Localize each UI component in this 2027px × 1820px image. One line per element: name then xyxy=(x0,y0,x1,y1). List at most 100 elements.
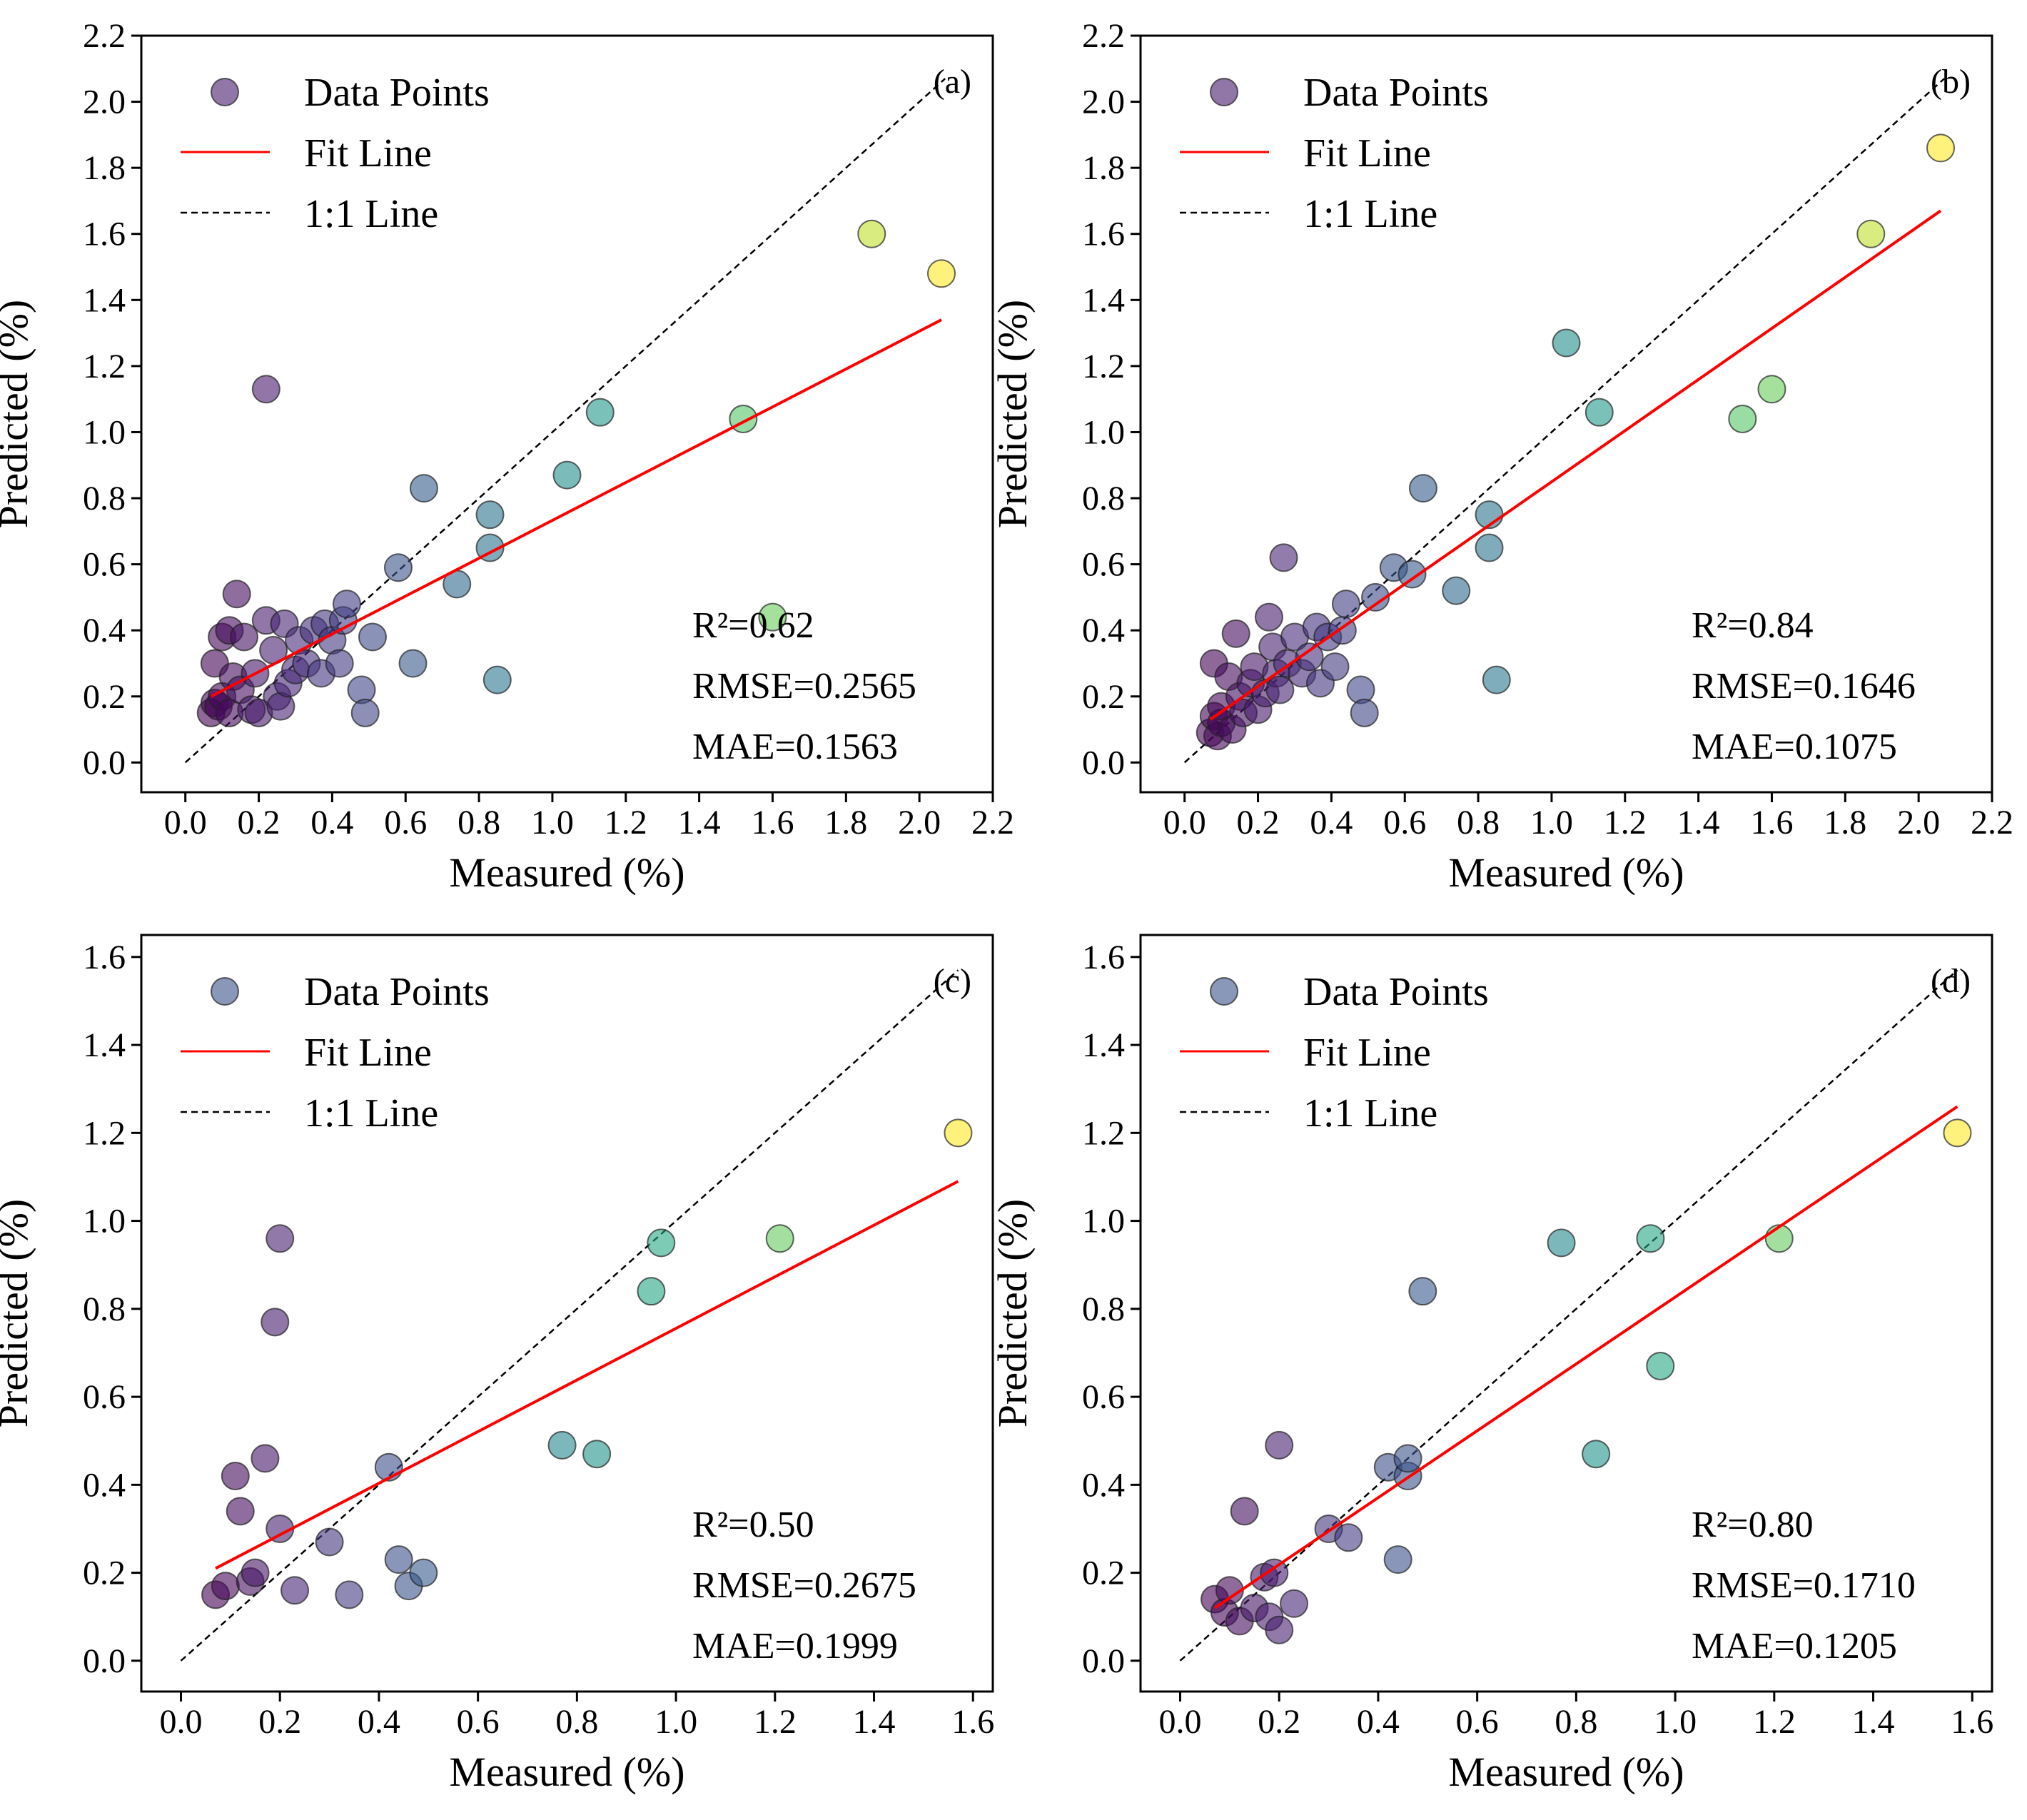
stat-rmse: RMSE=0.2675 xyxy=(692,1565,916,1606)
data-point xyxy=(1254,602,1283,632)
x-tick-label: 1.8 xyxy=(824,804,867,841)
data-point xyxy=(1265,1615,1294,1644)
stat-r2: R²=0.50 xyxy=(692,1505,814,1545)
x-tick-label: 0.0 xyxy=(159,1703,202,1741)
data-point xyxy=(857,219,886,248)
plot-frame xyxy=(140,34,994,794)
legend-label-points: Data Points xyxy=(1303,970,1489,1014)
x-tick-label: 1.6 xyxy=(951,1703,994,1741)
x-tick-label: 1.2 xyxy=(754,1703,797,1741)
panel-label: (c) xyxy=(934,962,971,1000)
stat-rmse: RMSE=0.1646 xyxy=(1692,666,1916,707)
data-point xyxy=(1230,1497,1259,1526)
data-point xyxy=(1943,1118,1972,1148)
fit-line xyxy=(215,1180,959,1570)
data-point xyxy=(944,1118,973,1148)
stat-mae: MAE=0.1999 xyxy=(692,1626,898,1667)
data-point xyxy=(1646,1351,1675,1380)
x-tick-label: 0.2 xyxy=(258,1703,301,1741)
legend-marker-points xyxy=(211,977,239,1006)
y-tick-label: 1.6 xyxy=(83,939,126,976)
data-point xyxy=(1584,398,1614,427)
data-point xyxy=(350,698,380,727)
data-point xyxy=(332,590,361,619)
data-point xyxy=(1582,1440,1611,1469)
legend: Data Points Fit Line 1:1 Line xyxy=(181,970,490,1136)
stats-box: R²=0.50 RMSE=0.2675 MAE=0.1999 xyxy=(692,1505,916,1667)
data-point xyxy=(1636,1224,1665,1253)
x-tick-label: 1.2 xyxy=(1604,804,1647,841)
data-point xyxy=(409,1558,438,1587)
data-point xyxy=(637,1277,666,1306)
data-point xyxy=(335,1580,364,1609)
y-tick-label: 1.2 xyxy=(83,1114,126,1152)
legend-label-identity: 1:1 Line xyxy=(304,192,438,236)
data-point xyxy=(1265,675,1295,704)
y-tick-label: 1.0 xyxy=(83,1203,126,1240)
panel-b: 0.0 0.2 0.4 0.6 0.8 1.0 1.2 1.4 1.6 1.8 2.0 2.2 0.0 0… xyxy=(989,17,2013,896)
x-tick-label: 1.6 xyxy=(1750,804,1793,841)
y-tick-label: 0.2 xyxy=(1082,678,1125,716)
data-point xyxy=(1393,1444,1422,1473)
legend-label-identity: 1:1 Line xyxy=(1303,192,1437,236)
x-tick-label: 0.8 xyxy=(555,1703,598,1741)
x-tick-label: 0.4 xyxy=(358,1703,400,1741)
legend-label-fit: Fit Line xyxy=(304,1031,432,1075)
data-point xyxy=(1757,375,1786,404)
x-tick-label: 1.0 xyxy=(1530,804,1573,841)
data-point xyxy=(222,580,251,609)
x-tick-label: 1.6 xyxy=(1951,1703,1993,1741)
y-tick-label: 0.6 xyxy=(83,546,126,584)
x-tick-label: 0.6 xyxy=(457,1703,500,1741)
y-axis-title: Predicted (%) xyxy=(0,300,36,528)
y-tick-label: 2.2 xyxy=(1082,17,1125,55)
data-point xyxy=(358,622,387,652)
y-tick-label: 1.6 xyxy=(83,216,126,253)
data-point xyxy=(552,460,582,490)
x-tick-label: 0.6 xyxy=(384,804,427,841)
data-point xyxy=(1295,642,1324,672)
plot-frame xyxy=(1139,934,1993,1693)
y-tick-label: 0.6 xyxy=(1082,546,1125,584)
data-point xyxy=(1265,1430,1294,1460)
data-point xyxy=(758,602,787,632)
stats-box: R²=0.84 RMSE=0.1646 MAE=0.1075 xyxy=(1692,605,1916,767)
x-tick-label: 0.4 xyxy=(1357,1703,1400,1741)
y-tick-label: 0.2 xyxy=(83,678,126,716)
data-point xyxy=(765,1224,794,1253)
legend-label-fit: Fit Line xyxy=(304,131,432,176)
data-point xyxy=(409,474,438,503)
y-tick-label: 0.0 xyxy=(83,1642,126,1680)
panel-c: 0.0 0.2 0.4 0.6 0.8 1.0 1.2 1.4 1.6 0.0 0.2 0.4 0.6 0… xyxy=(0,934,994,1795)
x-tick-label: 0.6 xyxy=(1383,804,1426,841)
legend-marker-points xyxy=(211,78,239,106)
x-tick-label: 2.0 xyxy=(898,804,941,841)
data-point xyxy=(1331,590,1360,619)
y-tick-label: 0.2 xyxy=(1082,1554,1125,1592)
data-point xyxy=(1764,1224,1794,1253)
y-axis-title: Predicted (%) xyxy=(989,1199,1036,1427)
x-tick-label: 1.0 xyxy=(654,1703,697,1741)
panel-label: (b) xyxy=(1931,63,1971,101)
legend: Data Points Fit Line 1:1 Line xyxy=(1180,970,1489,1136)
data-point xyxy=(1442,576,1471,605)
y-tick-label: 1.4 xyxy=(1082,281,1125,319)
data-point xyxy=(647,1228,676,1258)
stat-rmse: RMSE=0.1710 xyxy=(1692,1565,1916,1606)
stats-box: R²=0.80 RMSE=0.1710 MAE=0.1205 xyxy=(1692,1505,1916,1667)
data-point xyxy=(1260,1558,1289,1587)
y-tick-label: 2.0 xyxy=(83,84,126,121)
data-point xyxy=(1397,560,1427,589)
x-tick-label: 1.8 xyxy=(1824,804,1866,841)
stat-r2: R²=0.62 xyxy=(692,605,814,646)
data-point xyxy=(1361,582,1390,612)
x-axis-title: Measured (%) xyxy=(449,849,684,896)
panel-label: (d) xyxy=(1931,962,1971,1000)
legend-label-fit: Fit Line xyxy=(1303,1031,1431,1075)
data-point xyxy=(221,1462,250,1491)
data-point xyxy=(482,665,512,694)
x-tick-label: 0.2 xyxy=(238,804,280,841)
x-tick-label: 1.4 xyxy=(1677,804,1720,841)
legend: Data Points Fit Line 1:1 Line xyxy=(181,71,490,236)
